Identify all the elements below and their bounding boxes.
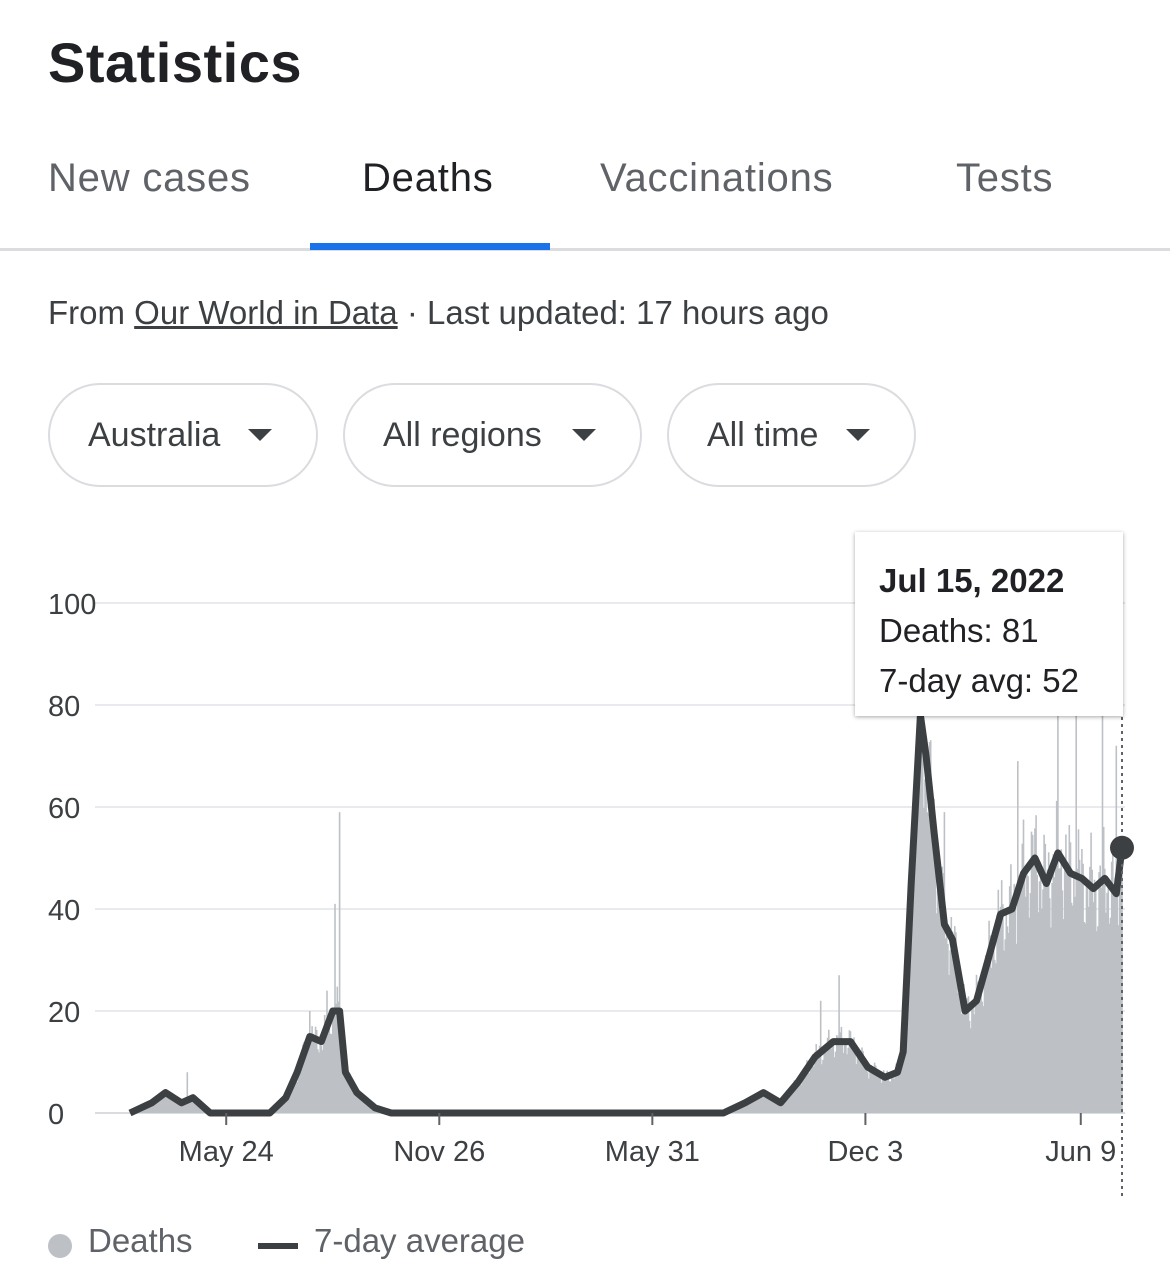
tab-tests[interactable]: Tests — [956, 156, 1054, 200]
active-tab-indicator — [310, 243, 550, 250]
x-tick-label: Jun 9 — [1045, 1136, 1116, 1168]
tab-deaths[interactable]: Deaths — [362, 156, 494, 200]
dropdown-arrow-icon — [846, 429, 870, 441]
y-tick-label: 80 — [48, 691, 80, 723]
y-tick-label: 20 — [48, 997, 80, 1029]
selected-point-marker — [1110, 835, 1134, 860]
legend-item-deaths: Deaths — [48, 1222, 193, 1260]
x-tick-label: May 24 — [179, 1136, 274, 1168]
x-tick-label: May 31 — [605, 1136, 700, 1168]
x-tick-label: Dec 3 — [828, 1136, 904, 1168]
seven-day-average-line — [128, 711, 1126, 1117]
tab-vaccinations[interactable]: Vaccinations — [600, 156, 834, 200]
source-link[interactable]: Our World in Data — [134, 294, 398, 331]
source-prefix: From — [48, 294, 135, 331]
tooltip-date: Jul 15, 2022 — [879, 562, 1065, 599]
tooltip-average: 7-day avg: 52 — [879, 662, 1079, 699]
legend-label-average: 7-day average — [314, 1222, 525, 1259]
dropdown-arrow-icon — [248, 429, 272, 441]
dropdown-arrow-icon — [572, 429, 596, 441]
legend-label-deaths: Deaths — [88, 1222, 193, 1259]
tooltip-deaths: Deaths: 81 — [879, 612, 1039, 649]
deaths-chart[interactable]: 0 20 40 60 80 100 May 24 Nov 26 May 31 Dec 3 Jun 9 — [0, 520, 1170, 1210]
page-title: Statistics — [48, 31, 302, 94]
legend-item-average: 7-day average — [258, 1222, 525, 1260]
y-tick-label: 0 — [48, 1099, 64, 1131]
region-dropdown[interactable]: All regions — [343, 383, 642, 487]
tab-bar: New cases Deaths Vaccinations Tests — [0, 140, 1170, 252]
y-tick-label: 60 — [48, 793, 80, 825]
legend-line-icon — [258, 1243, 298, 1249]
country-dropdown-label: Australia — [88, 415, 221, 454]
region-dropdown-label: All regions — [383, 415, 542, 454]
country-dropdown[interactable]: Australia — [48, 383, 318, 487]
time-range-dropdown[interactable]: All time — [667, 383, 916, 487]
tab-divider — [0, 248, 1170, 251]
y-tick-label: 40 — [48, 895, 80, 927]
tab-new-cases[interactable]: New cases — [48, 156, 251, 200]
time-range-dropdown-label: All time — [707, 415, 819, 454]
legend-dot-icon — [48, 1234, 72, 1258]
last-updated: · Last updated: 17 hours ago — [397, 294, 829, 331]
x-tick-label: Nov 26 — [393, 1136, 485, 1168]
source-line: From Our World in Data · Last updated: 1… — [48, 294, 829, 332]
chart-tooltip: Jul 15, 2022 Deaths: 81 7-day avg: 52 — [855, 532, 1123, 716]
y-tick-label: 100 — [48, 589, 96, 621]
